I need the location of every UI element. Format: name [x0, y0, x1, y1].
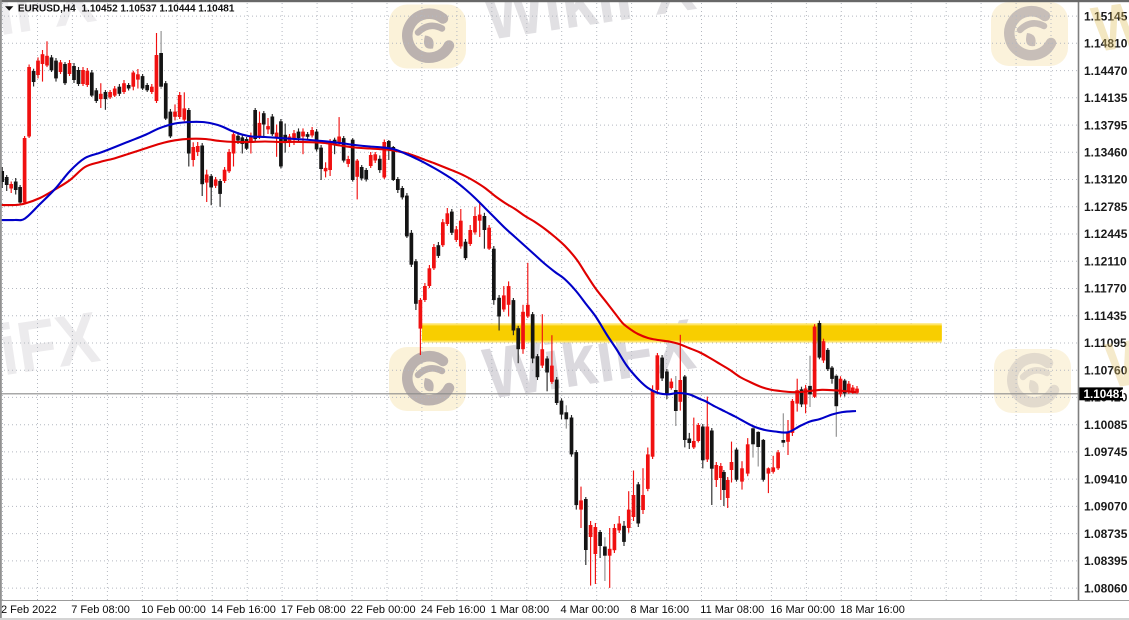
svg-text:1.10085: 1.10085 [1084, 418, 1128, 432]
svg-text:1.09070: 1.09070 [1084, 500, 1128, 514]
svg-text:24 Feb 16:00: 24 Feb 16:00 [421, 604, 486, 616]
svg-text:10 Feb 00:00: 10 Feb 00:00 [141, 604, 206, 616]
svg-text:1.10760: 1.10760 [1084, 363, 1128, 377]
svg-text:1.08735: 1.08735 [1084, 527, 1128, 541]
svg-text:1.14810: 1.14810 [1084, 37, 1128, 51]
svg-text:1.10452 1.10537 1.10444 1.1048: 1.10452 1.10537 1.10444 1.10481 [82, 4, 235, 15]
svg-text:2 Feb 2022: 2 Feb 2022 [1, 604, 57, 616]
svg-text:1.09410: 1.09410 [1084, 472, 1128, 486]
svg-text:1.13460: 1.13460 [1084, 146, 1128, 160]
svg-text:1.11095: 1.11095 [1084, 336, 1127, 350]
svg-text:1.08395: 1.08395 [1084, 554, 1128, 568]
svg-text:14 Feb 16:00: 14 Feb 16:00 [211, 604, 276, 616]
svg-text:4 Mar 00:00: 4 Mar 00:00 [561, 604, 620, 616]
svg-text:1 Mar 08:00: 1 Mar 08:00 [491, 604, 550, 616]
svg-text:1.13120: 1.13120 [1084, 173, 1128, 187]
svg-text:1.12785: 1.12785 [1084, 200, 1128, 214]
svg-text:1.09745: 1.09745 [1084, 445, 1128, 459]
svg-text:1.11435: 1.11435 [1084, 309, 1127, 323]
svg-text:1.11770: 1.11770 [1084, 282, 1127, 296]
svg-text:22 Feb 00:00: 22 Feb 00:00 [351, 604, 416, 616]
svg-text:16 Mar 00:00: 16 Mar 00:00 [770, 604, 835, 616]
svg-text:11 Mar 08:00: 11 Mar 08:00 [700, 604, 764, 616]
svg-text:EURUSD,H4: EURUSD,H4 [18, 4, 76, 15]
svg-text:1.13795: 1.13795 [1084, 118, 1128, 132]
svg-text:1.14470: 1.14470 [1084, 64, 1128, 78]
svg-text:1.10481: 1.10481 [1084, 388, 1127, 401]
svg-text:1.12110: 1.12110 [1084, 254, 1127, 268]
svg-text:1.08060: 1.08060 [1084, 581, 1128, 595]
svg-text:1.12445: 1.12445 [1084, 227, 1128, 241]
svg-text:8 Mar 16:00: 8 Mar 16:00 [630, 604, 689, 616]
svg-text:17 Feb 08:00: 17 Feb 08:00 [281, 604, 346, 616]
svg-text:7 Feb 08:00: 7 Feb 08:00 [71, 604, 130, 616]
svg-text:18 Mar 16:00: 18 Mar 16:00 [840, 604, 905, 616]
svg-text:1.14135: 1.14135 [1084, 91, 1128, 105]
svg-text:1.15145: 1.15145 [1084, 9, 1128, 23]
